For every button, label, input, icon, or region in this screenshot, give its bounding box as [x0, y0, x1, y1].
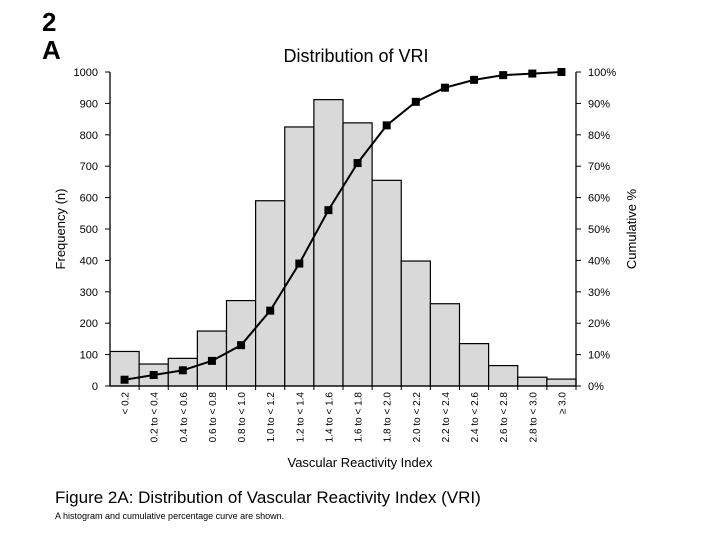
cumulative-point-8: [353, 159, 362, 168]
y2-axis-label: Cumulative %: [624, 188, 639, 269]
bar-14: [517, 376, 548, 387]
y2-tick-label-3: 30%: [588, 287, 610, 299]
y2-tick-label-2: 20%: [588, 318, 610, 330]
cumulative-point-6: [295, 259, 304, 268]
cumulative-point-9: [382, 121, 391, 130]
x-tick-label-1: 0.2 to < 0.4: [150, 392, 161, 443]
cumulative-point-2: [178, 366, 187, 375]
bar-12: [458, 343, 490, 387]
y-tick-label-2: 200: [80, 318, 98, 330]
bar-15: [546, 378, 577, 387]
figure-caption: Figure 2A: Distribution of Vascular Reac…: [55, 488, 481, 507]
x-tick-label-15: ≥ 3.0: [557, 392, 568, 415]
x-tick-label-4: 0.8 to < 1.0: [237, 392, 248, 443]
x-tick-label-11: 2.2 to < 2.4: [441, 392, 452, 443]
cumulative-point-4: [237, 341, 246, 350]
chart-title: Distribution of VRI: [283, 46, 428, 66]
x-tick-label-10: 2.0 to < 2.2: [412, 392, 423, 443]
y-tick-label-6: 600: [80, 193, 98, 205]
y2-tick-label-1: 10%: [588, 350, 610, 362]
cumulative-point-11: [440, 83, 449, 92]
x-tick-label-8: 1.6 to < 1.8: [354, 392, 365, 443]
bar-10: [400, 260, 431, 387]
y-tick-label-10: 1000: [74, 67, 98, 79]
x-tick-label-5: 1.0 to < 1.2: [266, 392, 277, 443]
cumulative-point-14: [528, 69, 537, 78]
y-tick-label-3: 300: [80, 287, 98, 299]
y2-tick-label-5: 50%: [588, 224, 610, 236]
y-tick-label-8: 800: [80, 130, 98, 142]
cumulative-point-12: [470, 75, 479, 84]
cumulative-point-15: [557, 68, 566, 76]
y-tick-label-1: 100: [80, 350, 98, 362]
x-tick-label-12: 2.4 to < 2.6: [470, 392, 481, 443]
bar-6: [284, 126, 315, 387]
y2-tick-label-7: 70%: [588, 161, 610, 173]
bar-11: [429, 303, 461, 387]
cumulative-point-0: [120, 375, 129, 384]
y-tick-label-4: 400: [80, 255, 98, 267]
x-tick-label-7: 1.4 to < 1.6: [324, 392, 335, 443]
bar-9: [371, 179, 402, 387]
x-tick-label-13: 2.6 to < 2.8: [499, 392, 510, 443]
x-tick-label-6: 1.2 to < 1.4: [295, 392, 306, 443]
cumulative-point-7: [324, 206, 333, 215]
y2-tick-label-10: 100%: [588, 67, 616, 79]
y-tick-label-9: 900: [80, 98, 98, 110]
x-tick-label-3: 0.6 to < 0.8: [208, 392, 219, 443]
x-tick-label-0: < 0.2: [121, 392, 132, 415]
cumulative-point-5: [266, 306, 275, 315]
y-tick-label-5: 500: [80, 224, 98, 236]
y2-tick-label-8: 80%: [588, 130, 610, 142]
slide-label-line2: A: [42, 35, 61, 65]
figure-subcaption: A histogram and cumulative percentage cu…: [55, 511, 285, 521]
slide-label-line1: 2: [42, 7, 57, 37]
y-tick-label-0: 0: [92, 381, 98, 393]
cumulative-point-13: [499, 71, 508, 80]
bar-13: [488, 364, 519, 387]
x-tick-label-2: 0.4 to < 0.6: [179, 392, 190, 443]
y-axis-label: Frequency (n): [53, 189, 68, 270]
y2-tick-label-0: 0%: [588, 381, 604, 393]
y2-tick-label-4: 40%: [588, 255, 610, 267]
cumulative-point-1: [149, 371, 158, 380]
x-axis-label: Vascular Reactivity Index: [288, 455, 433, 470]
x-tick-label-9: 1.8 to < 2.0: [383, 392, 394, 443]
y-tick-label-7: 700: [80, 161, 98, 173]
slide-label: 2 A: [42, 8, 72, 64]
x-tick-label-14: 2.8 to < 3.0: [528, 392, 539, 443]
y2-tick-label-6: 60%: [588, 193, 610, 205]
y2-tick-label-9: 90%: [588, 98, 610, 110]
bar-7: [313, 99, 344, 387]
cumulative-line: [124, 71, 562, 381]
cumulative-point-3: [207, 356, 216, 365]
cumulative-point-10: [411, 97, 420, 106]
